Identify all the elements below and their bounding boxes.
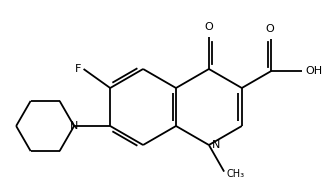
Text: N: N — [212, 140, 220, 150]
Text: CH₃: CH₃ — [226, 169, 244, 179]
Text: N: N — [70, 121, 78, 131]
Text: O: O — [265, 24, 274, 34]
Text: O: O — [204, 22, 213, 32]
Text: F: F — [75, 64, 81, 74]
Text: OH: OH — [305, 66, 322, 76]
